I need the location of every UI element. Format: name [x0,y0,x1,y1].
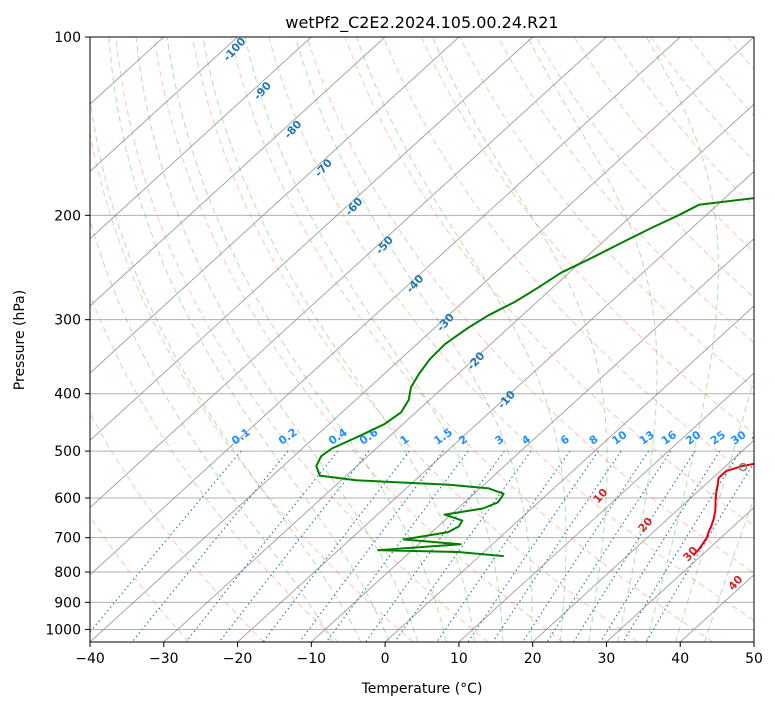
dry-adiabat-line [78,37,414,642]
mixing-ratio-line [82,451,241,642]
x-tick-label: 0 [381,651,390,667]
isotherm-line [16,37,680,642]
mixing-ratio-label: 4 [519,432,533,447]
moist-adiabat-line [245,37,503,642]
dry-adiabat-label: -10 [495,388,518,412]
dewpoint-line [316,37,775,556]
y-tick-label: 800 [54,565,81,581]
mixing-ratio-line [623,451,740,642]
mixing-ratio-label: 1.5 [432,426,455,448]
dry-adiabat-label: -40 [404,272,427,296]
dry-adiabat-line [689,37,775,642]
y-axis-label: Pressure (hPa) [12,290,28,390]
mixing-ratio-label: 16 [659,428,679,448]
mixing-ratio-line [132,451,288,642]
dry-adiabat-line [307,37,775,642]
x-tick-label: 20 [524,651,542,667]
x-tick-label: 50 [745,651,763,667]
mixing-ratio-label: 0.2 [276,426,299,448]
mixing-ratio-line [437,451,570,642]
mixing-ratio-label: 1 [398,433,412,448]
temperature-line [693,37,775,555]
mixing-ratio-line [468,451,598,642]
dry-adiabat-line [766,37,775,642]
mixing-ratio-label: 2 [456,433,470,448]
mixing-ratio-line [574,451,696,642]
x-tick-label: −40 [75,651,105,667]
moist-adiabat-label: 30 [681,544,701,564]
dry-adiabat-line [422,37,775,642]
profile-lines [316,37,775,556]
x-tick-label: 40 [671,651,689,667]
y-tick-label: 500 [54,444,81,460]
moist-adiabat-label: 10 [591,486,611,506]
x-axis: −40 −30 −20 −10 0 10 20 30 40 50 [75,642,763,667]
moist-adiabat-line [136,37,418,642]
dry-adiabat-label: -100 [221,35,249,64]
dry-adiabat-label: -80 [282,117,305,141]
y-tick-label: 400 [54,387,81,403]
dry-adiabat-label: -50 [373,233,396,257]
mixing-ratio-line [493,451,621,642]
mixing-ratio-line [263,451,410,642]
y-tick-label: 1000 [45,622,81,638]
mixing-ratio-label: 10 [610,428,630,448]
x-tick-label: −10 [297,651,327,667]
isotherm-line [0,37,311,642]
x-tick-label: 10 [450,651,468,667]
y-tick-label: 200 [54,208,81,224]
y-tick-label: 600 [54,491,81,507]
y-tick-label: 300 [54,313,81,329]
y-tick-label: 100 [54,30,81,46]
chart-title: wetPf2_C2E2.2024.105.00.24.R21 [285,13,558,33]
plot-area: 0.1 0.2 0.4 0.6 1 1.5 2 3 4 6 8 10 13 16 20 25 30 36-100-… [0,35,775,642]
moist-adiabat-line [85,37,362,642]
mixing-ratio-label: 0.4 [326,426,350,448]
isotherm-line [0,37,238,642]
mixing-ratio-label: 8 [587,433,601,448]
isotherm-line [754,37,775,642]
dry-adiabat-line [1,37,264,642]
mixing-ratio-label: 25 [708,428,728,447]
y-tick-label: 900 [54,595,81,611]
x-tick-label: −20 [223,651,253,667]
dry-adiabat-label: -30 [434,310,457,334]
dry-adiabat-label: -90 [251,79,274,103]
x-axis-label: Temperature (°C) [361,681,483,697]
dry-adiabat-line [575,37,775,642]
moist-adiabat-label: 40 [726,573,746,593]
mixing-ratio-label: 36 [749,428,769,448]
dry-adiabat-label: -20 [465,349,488,373]
dry-adiabat-label: -70 [312,156,335,180]
mixing-ratio-label: 6 [558,432,572,447]
y-axis: 100 200 300 400 500 600 700 800 900 1000 [45,30,90,638]
x-tick-label: −30 [149,651,179,667]
x-tick-label: 30 [598,651,616,667]
mixing-ratio-label: 30 [729,428,749,448]
moist-adiabat-line [705,37,775,642]
mixing-ratio-label: 20 [683,428,703,448]
y-tick-label: 700 [54,531,81,547]
moist-adiabat-line [528,37,658,642]
moist-adiabat-line [109,37,390,642]
moist-adiabat-label: 20 [636,515,656,535]
dry-adiabat-line [651,37,775,642]
moist-adiabat-line [646,37,718,642]
